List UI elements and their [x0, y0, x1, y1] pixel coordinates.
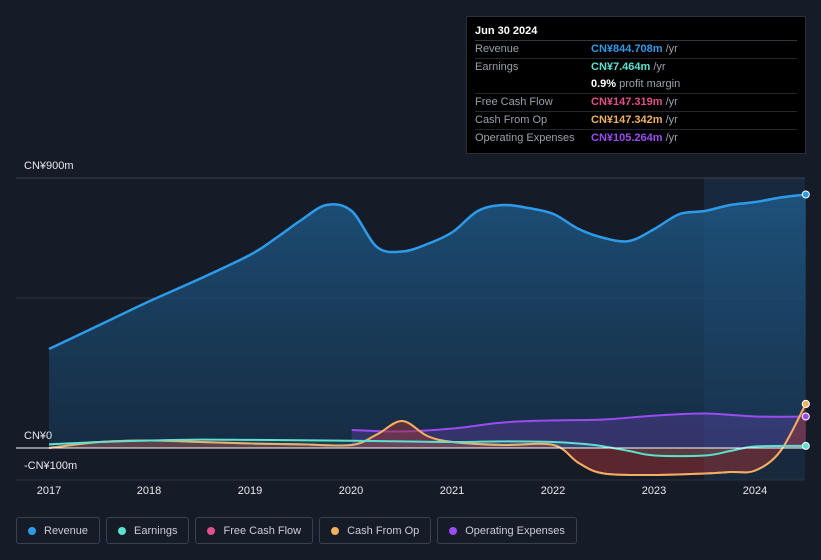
series-layer — [48, 193, 807, 477]
x-tick-2019: 2019 — [237, 485, 263, 497]
x-tick-2020: 2020 — [338, 485, 364, 497]
tooltip-date: Jun 30 2024 — [475, 23, 797, 41]
tooltip-row-opex: Operating Expenses CN¥105.264m /yr — [475, 130, 797, 147]
legend: Revenue Earnings Free Cash Flow Cash Fro… — [16, 517, 577, 544]
tooltip-label: Operating Expenses — [475, 132, 575, 144]
tooltip-value: CN¥147.319m — [591, 96, 663, 108]
x-tick-2022: 2022 — [540, 485, 566, 497]
tooltip-row-revenue: Revenue CN¥844.708m /yr — [475, 41, 797, 59]
tooltip-row-earnings: Earnings CN¥7.464m /yr — [475, 59, 797, 76]
tooltip-label: Revenue — [475, 43, 520, 55]
tooltip-unit: /yr — [665, 43, 678, 55]
tooltip-panel: Jun 30 2024 Revenue CN¥844.708m /yr Earn… — [466, 16, 806, 154]
cash-from-op-area — [49, 403, 806, 476]
tooltip-value: CN¥105.264m — [591, 132, 663, 144]
tooltip-label — [475, 76, 591, 93]
tooltip-unit: /yr — [665, 114, 678, 126]
x-tick-2024: 2024 — [742, 485, 768, 497]
marker-layer — [801, 190, 810, 450]
legend-dot-icon — [449, 526, 458, 535]
y-tick-label-zero: CN¥0 — [24, 430, 53, 442]
tooltip-value: 0.9% — [591, 78, 617, 90]
legend-label: Revenue — [44, 524, 89, 537]
legend-dot-icon — [331, 526, 340, 535]
legend-dot-icon — [118, 526, 127, 535]
legend-label: Earnings — [134, 524, 178, 537]
legend-label: Operating Expenses — [465, 524, 565, 537]
legend-item-earnings[interactable]: Earnings — [106, 517, 190, 544]
y-tick-label-bottom: -CN¥100m — [24, 460, 78, 472]
legend-item-cash-from-op[interactable]: Cash From Op — [319, 517, 432, 544]
tooltip-row-cfo: Cash From Op CN¥147.342m /yr — [475, 112, 797, 130]
legend-label: Free Cash Flow — [223, 524, 302, 537]
tooltip-value: CN¥147.342m — [591, 114, 663, 126]
tooltip-value: CN¥844.708m — [591, 43, 663, 55]
legend-item-operating-expenses[interactable]: Operating Expenses — [437, 517, 577, 544]
earnings-end-point — [801, 441, 810, 450]
tooltip-label: Free Cash Flow — [475, 96, 553, 108]
tooltip-unit: /yr — [665, 96, 678, 108]
legend-dot-icon — [207, 526, 216, 535]
x-tick-2018: 2018 — [136, 485, 162, 497]
x-tick-2023: 2023 — [641, 485, 667, 497]
tooltip-row-margin: 0.9% profit margin — [475, 76, 797, 94]
earnings-line — [48, 438, 806, 458]
legend-label: Cash From Op — [347, 524, 420, 537]
cash-from-op-end-point — [801, 399, 810, 408]
legend-dot-icon — [28, 526, 36, 535]
legend-item-free-cash-flow[interactable]: Free Cash Flow — [195, 517, 314, 544]
x-tick-2017: 2017 — [36, 485, 62, 497]
operating-expenses-area — [351, 413, 806, 448]
operating-expenses-end-point — [801, 412, 810, 421]
tooltip-unit: /yr — [665, 132, 678, 144]
revenue-end-point — [801, 190, 810, 199]
tooltip-value: CN¥7.464m — [591, 61, 651, 73]
tooltip-label: Cash From Op — [475, 114, 548, 126]
y-tick-label-top: CN¥900m — [24, 160, 74, 172]
tooltip-label: Earnings — [475, 61, 519, 73]
revenue-line — [48, 193, 806, 351]
tooltip-unit: /yr — [653, 61, 666, 73]
legend-item-revenue[interactable]: Revenue — [16, 517, 101, 544]
free-cash-flow-area — [49, 403, 806, 476]
x-tick-2021: 2021 — [439, 485, 465, 497]
tooltip-row-fcf: Free Cash Flow CN¥147.319m /yr — [475, 94, 797, 112]
revenue-area — [49, 194, 806, 448]
tooltip-unit: profit margin — [619, 78, 681, 90]
operating-expenses-line — [351, 412, 806, 433]
